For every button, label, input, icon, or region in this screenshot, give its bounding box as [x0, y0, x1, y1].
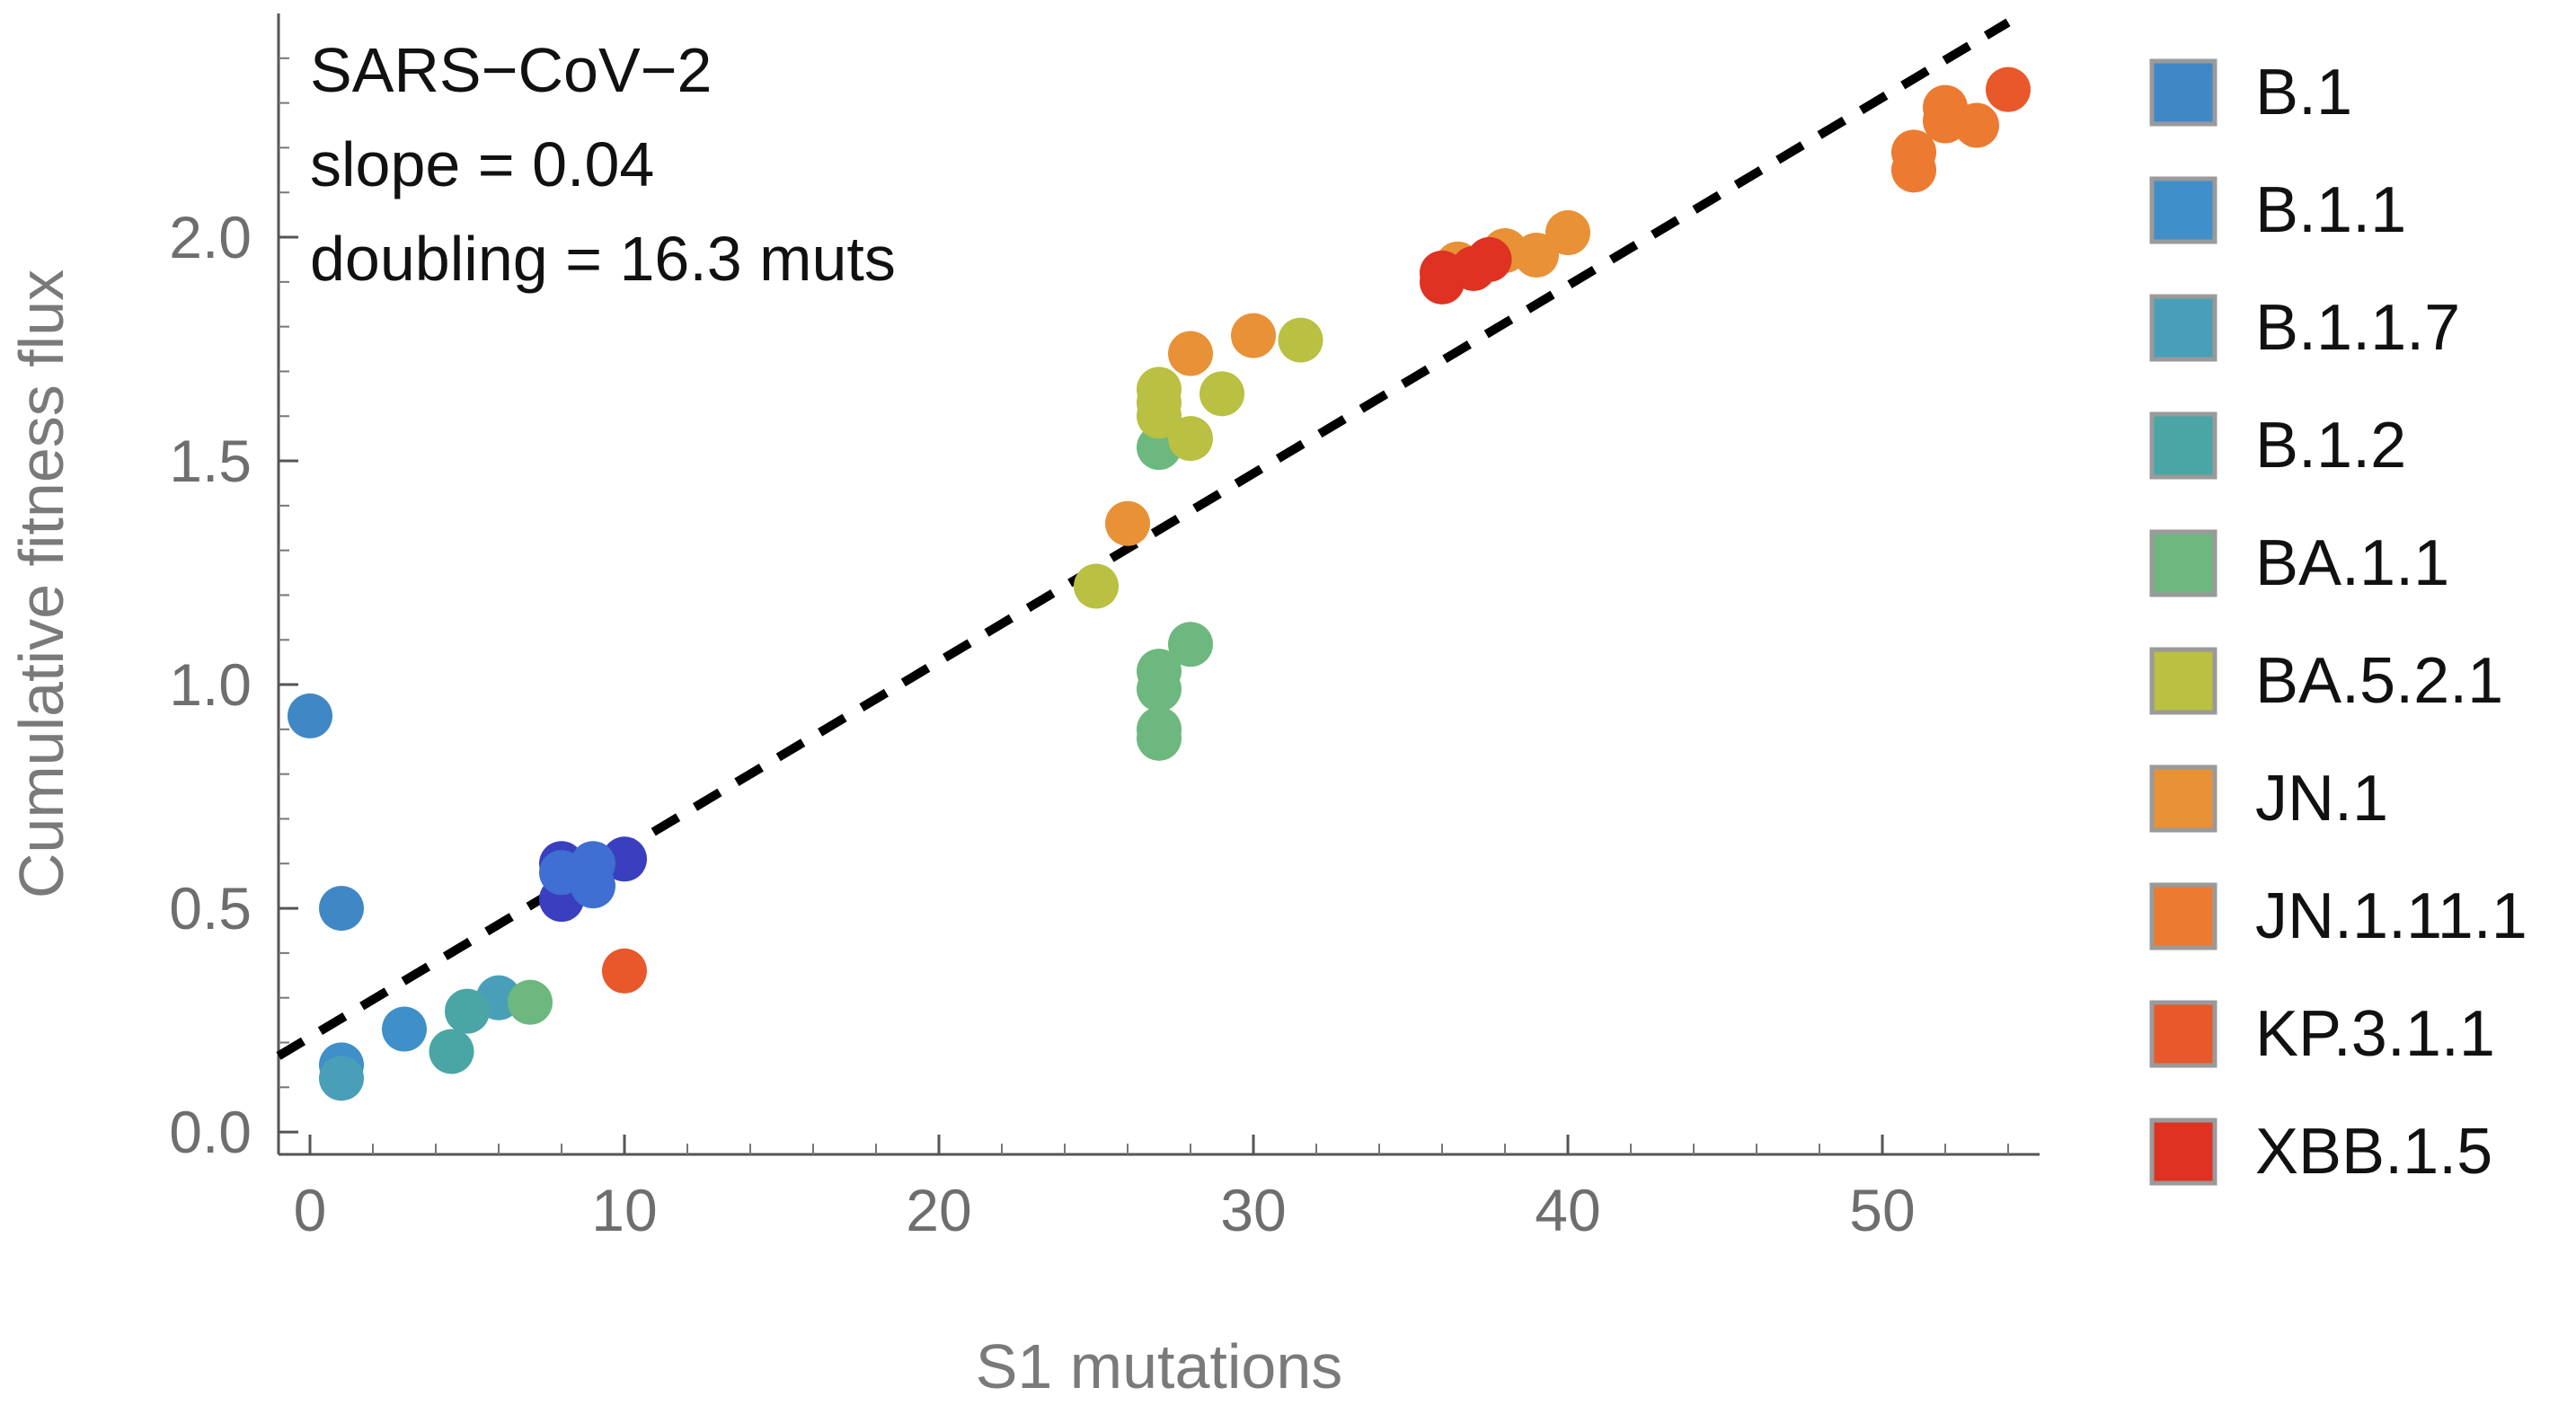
data-point — [602, 948, 647, 994]
data-point — [445, 988, 490, 1034]
plot-area: 0 10 20 30 40 50 0.0 0.5 1.0 1.5 2.0 S1 mutations Cu… — [6, 13, 2040, 1401]
data-point — [1137, 715, 1182, 761]
data-point — [1168, 416, 1213, 462]
legend-label: BA.5.2.1 — [2255, 645, 2503, 717]
x-axis-title: S1 mutations — [976, 1331, 1343, 1401]
data-point — [1891, 129, 1936, 175]
legend-swatch — [2149, 411, 2217, 480]
legend-item: BA.5.2.1 — [2149, 645, 2503, 717]
legend-swatch — [2149, 529, 2217, 597]
legend-label: B.1.2 — [2255, 410, 2406, 482]
legend-label: B.1.1 — [2255, 174, 2406, 246]
legend-label: KP.3.1.1 — [2255, 998, 2495, 1070]
data-point — [1466, 236, 1512, 282]
legend-label: JN.1 — [2255, 763, 2388, 835]
y-tick-label: 1.5 — [169, 428, 252, 494]
data-point — [1105, 500, 1150, 546]
legend-swatch — [2149, 176, 2217, 244]
legend-item: XBB.1.5 — [2149, 1116, 2492, 1188]
x-tick-label: 10 — [591, 1177, 657, 1243]
data-point — [1545, 210, 1590, 256]
data-point — [1074, 563, 1119, 609]
legend-label: B.1 — [2255, 57, 2352, 128]
legend-item: B.1.1.7 — [2149, 292, 2460, 364]
data-point — [1278, 317, 1323, 363]
legend-item: BA.1.1 — [2149, 527, 2449, 599]
legend-swatch — [2149, 294, 2217, 362]
data-points — [288, 66, 2031, 1101]
legend-swatch — [2149, 1000, 2217, 1068]
annotation-line: doubling = 16.3 muts — [310, 224, 896, 294]
legend-label: XBB.1.5 — [2255, 1116, 2492, 1188]
legend-item: KP.3.1.1 — [2149, 998, 2495, 1070]
legend: B.1 B.1.1 B.1.1.7 B.1.2 BA.1.1 BA.5.2.1 JN.1 JN… — [2149, 57, 2527, 1188]
legend-swatch — [2149, 1118, 2217, 1186]
x-tick-label: 50 — [1849, 1177, 1915, 1243]
legend-item: JN.1.11.1 — [2149, 880, 2527, 952]
data-point — [1199, 371, 1244, 417]
legend-swatch — [2149, 882, 2217, 950]
data-point — [319, 886, 364, 932]
y-axis-title: Cumulative fitness flux — [6, 270, 76, 898]
data-point — [1137, 649, 1182, 694]
y-tick-label: 1.0 — [169, 651, 252, 718]
legend-label: BA.1.1 — [2255, 527, 2449, 599]
data-point — [1231, 313, 1276, 358]
data-point — [382, 1006, 427, 1052]
data-point — [1986, 66, 2031, 112]
data-point — [288, 693, 332, 738]
legend-label: B.1.1.7 — [2255, 292, 2460, 364]
annotation-block: SARS−CoV−2 slope = 0.04 doubling = 16.3 mu… — [310, 35, 896, 294]
data-point — [571, 841, 615, 887]
x-tick-label: 20 — [906, 1177, 971, 1243]
legend-label: JN.1.11.1 — [2255, 880, 2527, 952]
data-point — [508, 979, 553, 1025]
x-tick-label: 40 — [1535, 1177, 1600, 1243]
y-tick-label: 2.0 — [169, 204, 252, 270]
annotation-line: slope = 0.04 — [310, 129, 654, 199]
y-tick-label: 0.5 — [169, 875, 252, 941]
data-point — [319, 1056, 364, 1101]
y-tick-label: 0.0 — [169, 1099, 252, 1165]
data-point — [429, 1029, 474, 1074]
legend-swatch — [2149, 765, 2217, 833]
legend-item: B.1.2 — [2149, 410, 2406, 482]
data-point — [1954, 102, 1999, 148]
data-point — [1514, 232, 1559, 278]
legend-item: B.1.1 — [2149, 174, 2406, 246]
legend-swatch — [2149, 58, 2217, 127]
x-tick-label: 30 — [1220, 1177, 1286, 1243]
data-point — [1168, 331, 1213, 376]
legend-swatch — [2149, 647, 2217, 715]
data-point — [1168, 622, 1213, 667]
legend-item: JN.1 — [2149, 763, 2388, 835]
legend-item: B.1 — [2149, 57, 2352, 128]
annotation-line: SARS−CoV−2 — [310, 35, 712, 105]
data-point — [1137, 367, 1182, 412]
x-tick-label: 0 — [294, 1177, 327, 1243]
